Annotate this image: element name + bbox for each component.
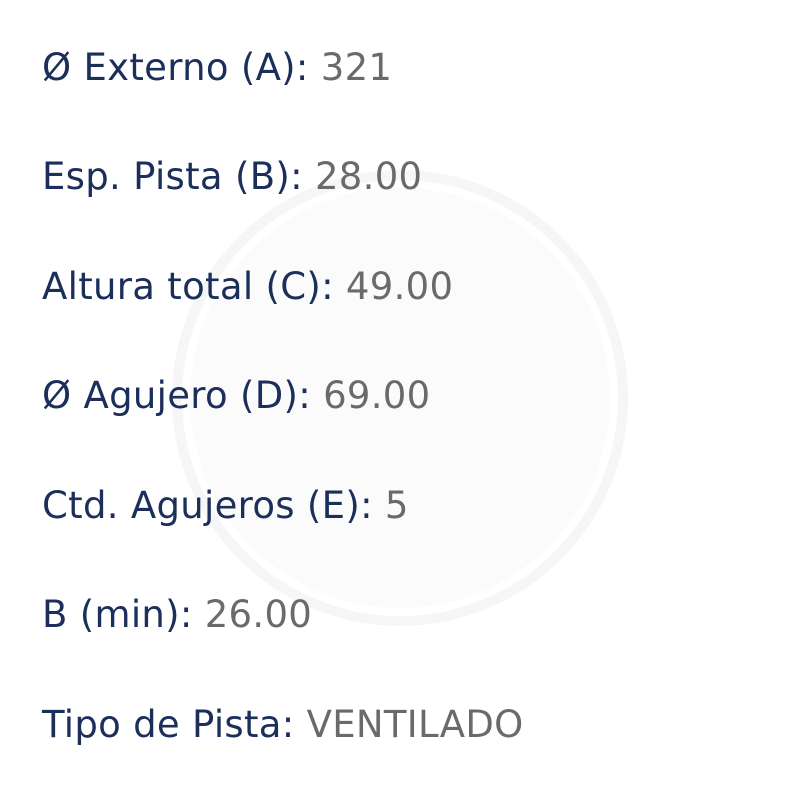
spec-value: 49.00 (345, 265, 454, 308)
spec-hole-diameter: Ø Agujero (D): 69.00 (42, 374, 431, 417)
spec-value: 321 (320, 46, 393, 89)
spec-value: VENTILADO (306, 703, 524, 746)
spec-track-type: Tipo de Pista: VENTILADO (42, 703, 524, 746)
spec-label: Ø Agujero (D): (42, 374, 311, 417)
spec-track-thickness: Esp. Pista (B): 28.00 (42, 155, 422, 198)
spec-label: Esp. Pista (B): (42, 155, 303, 198)
spec-b-min: B (min): 26.00 (42, 593, 312, 636)
spec-value: 26.00 (204, 593, 313, 636)
spec-hole-count: Ctd. Agujeros (E): 5 (42, 484, 409, 527)
spec-external-diameter: Ø Externo (A): 321 (42, 46, 392, 89)
spec-label: B (min): (42, 593, 193, 636)
spec-total-height: Altura total (C): 49.00 (42, 265, 453, 308)
spec-label: Ctd. Agujeros (E): (42, 484, 373, 527)
spec-label: Altura total (C): (42, 265, 334, 308)
watermark-ring (172, 170, 628, 626)
spec-value: 69.00 (323, 374, 431, 417)
spec-label: Ø Externo (A): (42, 46, 309, 89)
spec-value: 5 (384, 484, 409, 527)
spec-value: 28.00 (314, 155, 423, 198)
spec-label: Tipo de Pista: (42, 703, 295, 746)
